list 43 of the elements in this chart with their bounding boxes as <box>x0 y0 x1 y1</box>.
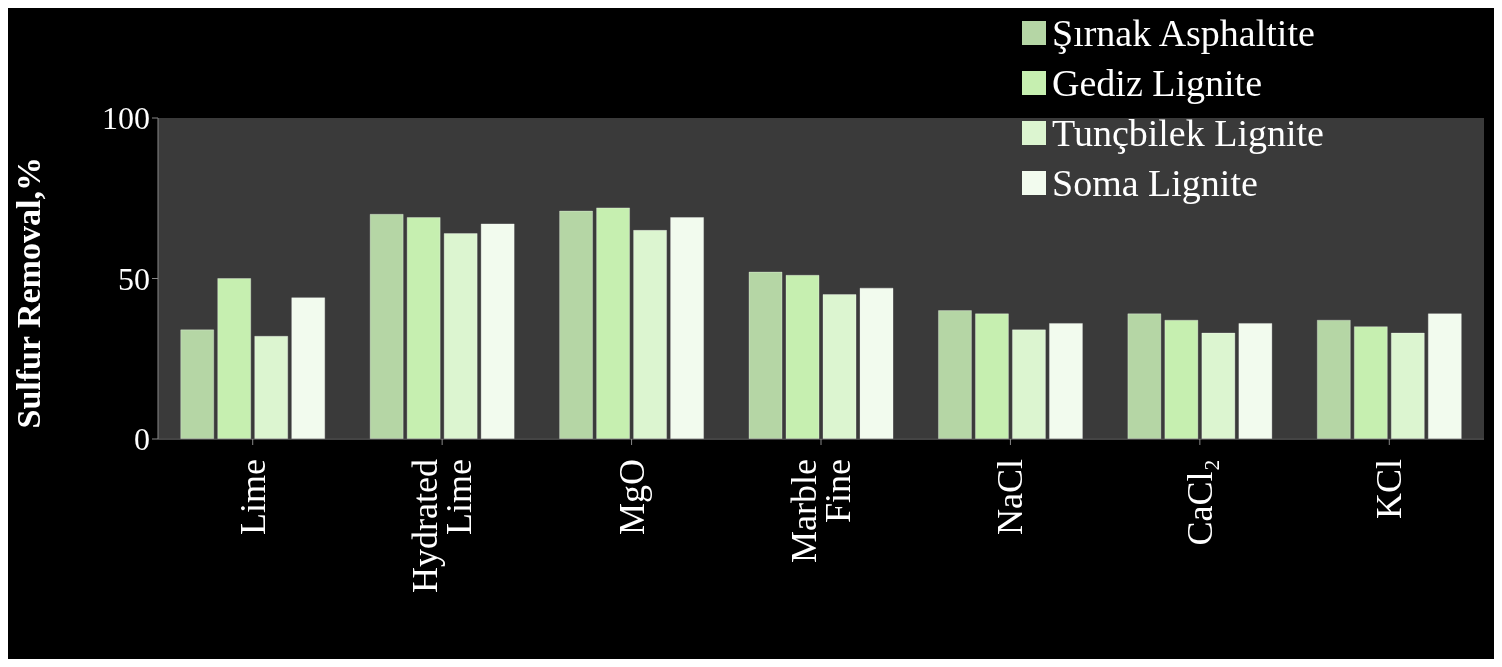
bar <box>1316 319 1351 439</box>
x-tick-label: KCl <box>1369 459 1410 520</box>
bar <box>1238 322 1273 439</box>
legend-label: Soma Lignite <box>1052 161 1258 206</box>
x-tick-label: Hydrated Lime <box>405 459 480 593</box>
bar <box>633 229 668 439</box>
bar <box>443 233 478 439</box>
legend-label: Gediz Lignite <box>1052 61 1262 106</box>
bar <box>1011 329 1046 439</box>
bar <box>406 217 441 439</box>
bar <box>596 207 631 439</box>
bar <box>859 287 894 439</box>
bar <box>1390 332 1425 439</box>
bar <box>1127 313 1162 439</box>
bar <box>180 329 215 439</box>
x-tick-label: NaCl <box>990 459 1031 535</box>
y-tick-label: 100 <box>102 100 150 137</box>
bar <box>254 335 289 439</box>
bar <box>1048 322 1083 439</box>
bar <box>822 294 857 439</box>
x-tick-label: MgO <box>611 459 652 536</box>
bar <box>785 274 820 439</box>
y-tick-label: 0 <box>134 421 150 458</box>
y-axis-title: Sulfur Removal,% <box>10 157 48 429</box>
bar <box>559 210 594 439</box>
bar <box>369 213 404 439</box>
bar <box>1164 319 1199 439</box>
bar <box>480 223 515 439</box>
bar <box>291 297 326 439</box>
bar <box>937 310 972 439</box>
bar <box>974 313 1009 439</box>
bar <box>217 278 252 439</box>
bar <box>1427 313 1462 439</box>
y-tick-label: 50 <box>118 260 150 297</box>
x-tick-label: Marble Fine <box>784 459 858 563</box>
x-tick-label: Lime <box>232 459 273 535</box>
legend-label: Şırnak Asphaltite <box>1052 11 1315 56</box>
x-tick-label: CaCl₂ <box>1179 459 1220 546</box>
bar <box>670 217 705 439</box>
bar <box>748 271 783 439</box>
bar <box>1353 326 1388 439</box>
legend-label: Tunçbilek Lignite <box>1052 111 1324 156</box>
bar <box>1201 332 1236 439</box>
